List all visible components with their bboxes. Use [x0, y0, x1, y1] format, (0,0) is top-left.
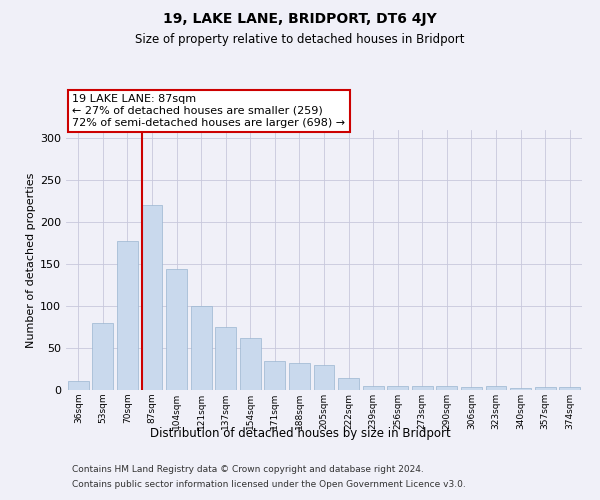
- Bar: [314, 365, 334, 390]
- Bar: [117, 240, 138, 390]
- Bar: [265, 360, 286, 390]
- Text: Distribution of detached houses by size in Bridport: Distribution of detached houses by size …: [149, 428, 451, 440]
- Bar: [68, 381, 89, 390]
- Bar: [559, 388, 580, 390]
- Text: 19, LAKE LANE, BRIDPORT, DT6 4JY: 19, LAKE LANE, BRIDPORT, DT6 4JY: [163, 12, 437, 26]
- Bar: [510, 388, 531, 390]
- Bar: [92, 323, 113, 390]
- Text: 19 LAKE LANE: 87sqm
← 27% of detached houses are smaller (259)
72% of semi-detac: 19 LAKE LANE: 87sqm ← 27% of detached ho…: [72, 94, 345, 128]
- Bar: [191, 306, 212, 390]
- Bar: [461, 388, 482, 390]
- Bar: [289, 363, 310, 390]
- Bar: [215, 327, 236, 390]
- Bar: [436, 386, 457, 390]
- Bar: [485, 386, 506, 390]
- Bar: [142, 206, 163, 390]
- Bar: [535, 388, 556, 390]
- Text: Size of property relative to detached houses in Bridport: Size of property relative to detached ho…: [135, 32, 465, 46]
- Bar: [362, 386, 383, 390]
- Bar: [387, 386, 408, 390]
- Bar: [166, 269, 187, 390]
- Text: Contains HM Land Registry data © Crown copyright and database right 2024.: Contains HM Land Registry data © Crown c…: [72, 465, 424, 474]
- Bar: [338, 378, 359, 390]
- Text: Contains public sector information licensed under the Open Government Licence v3: Contains public sector information licen…: [72, 480, 466, 489]
- Bar: [240, 338, 261, 390]
- Bar: [412, 386, 433, 390]
- Y-axis label: Number of detached properties: Number of detached properties: [26, 172, 36, 348]
